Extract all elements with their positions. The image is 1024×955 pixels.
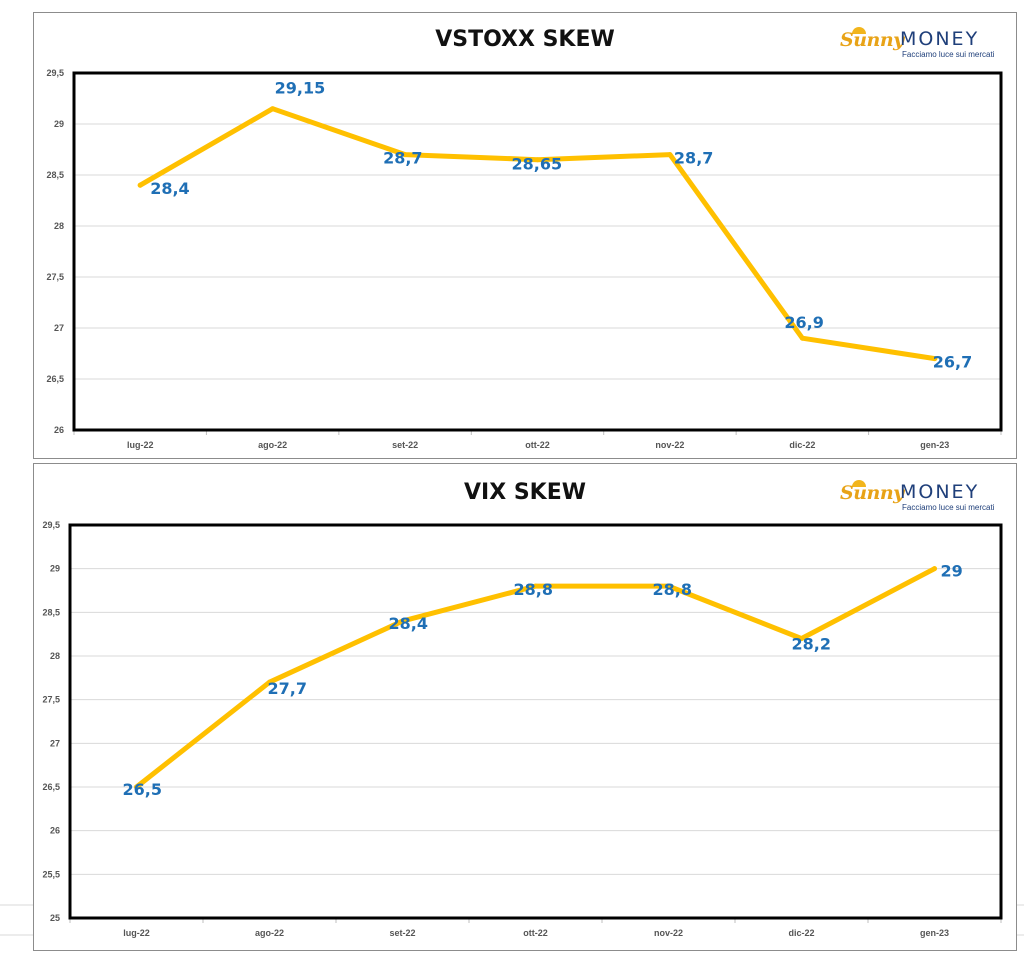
data-point [400, 618, 405, 624]
y-tick-label: 29 [54, 119, 64, 129]
x-tick-label: ott-22 [525, 440, 550, 450]
y-tick-label: 26 [50, 826, 60, 836]
data-label: 29,15 [275, 79, 326, 98]
data-point [270, 106, 276, 112]
y-tick-label: 27 [54, 323, 64, 333]
y-tick-label: 26 [54, 425, 64, 435]
data-label: 28,7 [674, 149, 713, 168]
y-tick-label: 27,5 [42, 695, 60, 705]
data-label: 29 [941, 562, 963, 581]
data-point [932, 356, 938, 362]
x-tick-label: gen-23 [920, 928, 949, 938]
sunny-money-logo: Sunny MONEY Facciamo luce sui mercati [840, 27, 995, 59]
data-point [667, 152, 673, 158]
data-point [267, 679, 272, 685]
y-tick-label: 26,5 [46, 374, 64, 384]
chart-title: VIX SKEW [463, 480, 587, 505]
y-tick-label: 26,5 [42, 782, 60, 792]
data-point [402, 152, 408, 158]
y-tick-label: 29,5 [46, 68, 64, 78]
data-label: 28,4 [389, 614, 428, 633]
line-chart-plot: 26 26,5 27 27,5 28 28,5 29 29,5 lug-22 ago-22 set-… [46, 68, 1003, 450]
y-tick-label: 28,5 [46, 170, 64, 180]
data-label: 28,2 [792, 635, 831, 654]
y-tick-label: 27 [50, 738, 60, 748]
data-point [799, 335, 805, 341]
x-tick-label: nov-22 [654, 928, 683, 938]
sunny-money-logo: Sunny MONEY Facciamo luce sui mercati [840, 480, 995, 512]
x-tick-label: ago-22 [258, 440, 287, 450]
x-tick-label: set-22 [389, 928, 415, 938]
data-label: 28,65 [512, 155, 563, 174]
y-tick-label: 28 [54, 221, 64, 231]
data-label: 28,8 [514, 580, 553, 599]
series-line [134, 566, 937, 790]
data-point [533, 583, 538, 589]
x-tick-label: dic-22 [788, 928, 814, 938]
x-tick-label: gen-23 [920, 440, 949, 450]
chart-title: VSTOXX SKEW [435, 27, 615, 52]
x-tick-label: ago-22 [255, 928, 284, 938]
y-tick-label: 28 [50, 651, 60, 661]
chart-panel-vix[interactable]: VIX SKEW Sunny MONEY Facciamo luce sui m… [33, 463, 1017, 951]
y-tick-label: 25,5 [42, 869, 60, 879]
y-tick-label: 28,5 [42, 607, 60, 617]
data-point [799, 636, 804, 642]
x-tick-label: set-22 [392, 440, 418, 450]
data-point [932, 566, 937, 572]
x-tick-label: nov-22 [655, 440, 684, 450]
line-chart-plot: 25 25,5 26 26,5 27 27,5 28 28,5 29 29,5 lug-22 ago-… [42, 520, 1003, 938]
y-tick-label: 29,5 [42, 520, 60, 530]
sun-icon [852, 27, 866, 34]
chart-panel-vstoxx[interactable]: VSTOXX SKEW Sunny MONEY Facciamo luce su… [33, 12, 1017, 459]
x-tick-label: lug-22 [127, 440, 154, 450]
data-label: 26,9 [784, 313, 823, 332]
data-point [666, 583, 671, 589]
data-label: 27,7 [268, 679, 307, 698]
data-label: 28,8 [653, 580, 692, 599]
data-label: 28,4 [150, 179, 189, 198]
data-label: 26,5 [123, 780, 162, 799]
plot-area-border [68, 523, 1003, 920]
y-tick-label: 29 [50, 564, 60, 574]
y-tick-label: 25 [50, 913, 60, 923]
plot-area-border [72, 71, 1003, 432]
data-label: 28,7 [383, 149, 422, 168]
data-point [535, 157, 540, 163]
data-point [137, 182, 143, 188]
y-tick-label: 27,5 [46, 272, 64, 282]
sun-icon [852, 480, 866, 487]
x-tick-label: lug-22 [123, 928, 150, 938]
x-tick-label: dic-22 [789, 440, 815, 450]
data-point [134, 784, 139, 790]
x-tick-label: ott-22 [523, 928, 548, 938]
data-label: 26,7 [933, 353, 972, 372]
